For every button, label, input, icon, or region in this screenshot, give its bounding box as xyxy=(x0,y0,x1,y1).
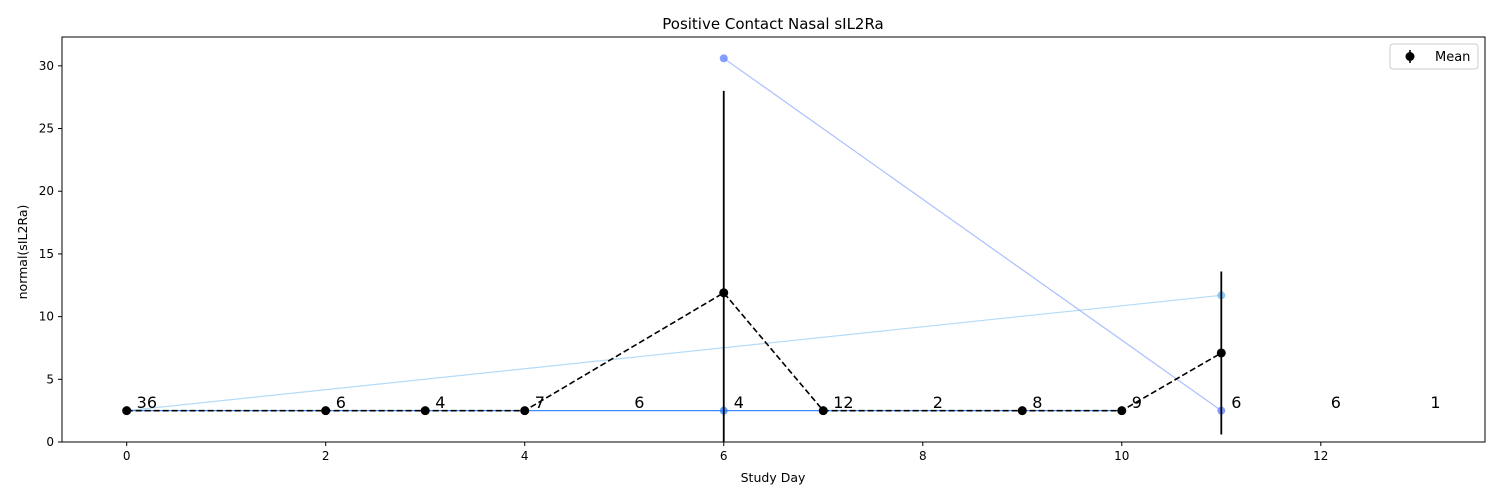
legend-label-mean: Mean xyxy=(1435,50,1470,65)
y-tick-label-6: 30 xyxy=(39,59,54,73)
count-label-12: 1 xyxy=(1430,393,1440,412)
mean-point-7 xyxy=(1117,406,1127,416)
count-label-8: 8 xyxy=(1032,393,1042,412)
mean-point-8 xyxy=(1216,348,1226,358)
count-label-9: 9 xyxy=(1132,393,1142,412)
subject-line-1 xyxy=(723,57,1222,412)
count-label-7: 2 xyxy=(933,393,943,412)
x-tick-label-4: 8 xyxy=(919,449,927,463)
count-label-5: 4 xyxy=(734,393,744,412)
plot-frame xyxy=(61,36,1486,443)
count-label-4: 6 xyxy=(634,393,644,412)
y-tick-label-0: 0 xyxy=(46,435,54,449)
count-label-11: 6 xyxy=(1331,393,1341,412)
subject-point-1-0 xyxy=(719,54,728,63)
mean-point-3 xyxy=(520,406,530,416)
y-tick-label-1: 5 xyxy=(46,372,54,386)
x-tick-label-1: 2 xyxy=(322,449,330,463)
x-axis-label: Study Day xyxy=(741,470,806,485)
mean-point-2 xyxy=(420,406,430,416)
mean-point-0 xyxy=(122,406,132,416)
y-tick-label-5: 25 xyxy=(39,122,54,136)
legend: Mean xyxy=(1389,43,1479,70)
subject-line-2 xyxy=(126,294,1222,412)
mean-point-6 xyxy=(1017,406,1027,416)
plot-area: 36 6 4 7 6 4 12 2 8 9 6 6 1 xyxy=(122,54,1441,442)
mean-point-5 xyxy=(818,406,828,416)
x-tick-label-3: 6 xyxy=(720,449,728,463)
x-tick-label-2: 4 xyxy=(521,449,529,463)
y-axis-label: normal(sIL2Ra) xyxy=(15,205,30,300)
x-tick-label-5: 10 xyxy=(1114,449,1129,463)
x-tick-label-6: 12 xyxy=(1313,449,1328,463)
count-label-3: 7 xyxy=(535,393,545,412)
count-label-2: 4 xyxy=(435,393,445,412)
x-tick-label-0: 0 xyxy=(123,449,131,463)
y-tick-label-3: 15 xyxy=(39,247,54,261)
legend-marker xyxy=(1405,52,1415,61)
count-label-6: 12 xyxy=(833,393,853,412)
chart-title: Positive Contact Nasal sIL2Ra xyxy=(662,15,884,33)
mean-line xyxy=(126,291,1222,412)
count-label-1: 6 xyxy=(336,393,346,412)
mean-point-4 xyxy=(719,288,729,298)
y-tick-label-4: 20 xyxy=(39,184,54,198)
legend-box xyxy=(1389,43,1479,70)
count-label-10: 6 xyxy=(1231,393,1241,412)
count-label-0: 36 xyxy=(137,393,157,412)
mean-point-1 xyxy=(321,406,331,416)
y-tick-label-2: 10 xyxy=(39,310,54,324)
